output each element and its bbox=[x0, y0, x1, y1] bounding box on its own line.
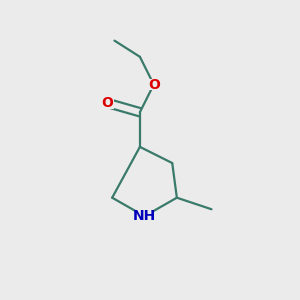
Text: NH: NH bbox=[133, 209, 156, 223]
Bar bbox=[147, 79, 160, 90]
Text: O: O bbox=[102, 96, 113, 110]
Bar bbox=[101, 97, 114, 109]
Text: O: O bbox=[148, 77, 160, 92]
Bar bbox=[136, 210, 153, 222]
